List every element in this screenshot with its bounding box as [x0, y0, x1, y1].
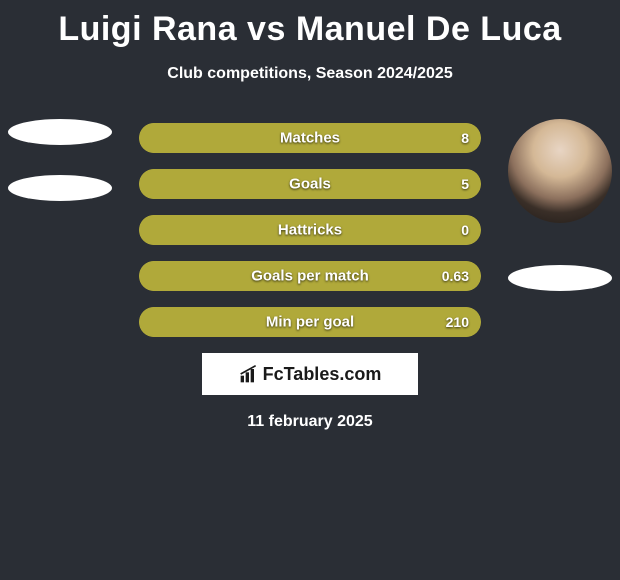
bar-fill-left — [139, 307, 153, 337]
player-ellipse — [8, 175, 112, 201]
right-player-avatars — [508, 119, 612, 321]
bar-fill-left — [139, 123, 153, 153]
bar-label: Goals per match — [251, 268, 369, 285]
brand-text: FcTables.com — [239, 364, 382, 385]
bar-value-right: 5 — [461, 176, 469, 192]
bar-fill-left — [139, 261, 153, 291]
bar-label: Goals — [289, 176, 331, 193]
player-ellipse — [508, 265, 612, 291]
stat-bar: Goals per match 0.63 — [139, 261, 481, 291]
bar-label: Hattricks — [278, 222, 342, 239]
stat-bar: Min per goal 210 — [139, 307, 481, 337]
bar-fill-left — [139, 215, 153, 245]
bar-label: Min per goal — [266, 314, 354, 331]
comparison-container: Matches 8 Goals 5 Hattricks 0 Goals per match 0… — [0, 123, 620, 431]
subtitle: Club competitions, Season 2024/2025 — [0, 65, 620, 83]
player-ellipse — [8, 119, 112, 145]
bar-value-right: 210 — [446, 314, 469, 330]
bar-value-right: 8 — [461, 130, 469, 146]
bar-label: Matches — [280, 130, 340, 147]
stat-bars: Matches 8 Goals 5 Hattricks 0 Goals per match 0… — [139, 123, 481, 337]
page-title: Luigi Rana vs Manuel De Luca — [0, 0, 620, 49]
stat-bar: Matches 8 — [139, 123, 481, 153]
date-label: 11 february 2025 — [0, 413, 620, 431]
bar-value-right: 0 — [461, 222, 469, 238]
bar-fill-left — [139, 169, 153, 199]
brand-label: FcTables.com — [263, 364, 382, 385]
bars-icon — [239, 364, 259, 384]
left-player-avatars — [8, 119, 112, 231]
brand-box: FcTables.com — [202, 353, 418, 395]
bar-value-right: 0.63 — [442, 268, 469, 284]
stat-bar: Hattricks 0 — [139, 215, 481, 245]
player-avatar — [508, 119, 612, 223]
stat-bar: Goals 5 — [139, 169, 481, 199]
